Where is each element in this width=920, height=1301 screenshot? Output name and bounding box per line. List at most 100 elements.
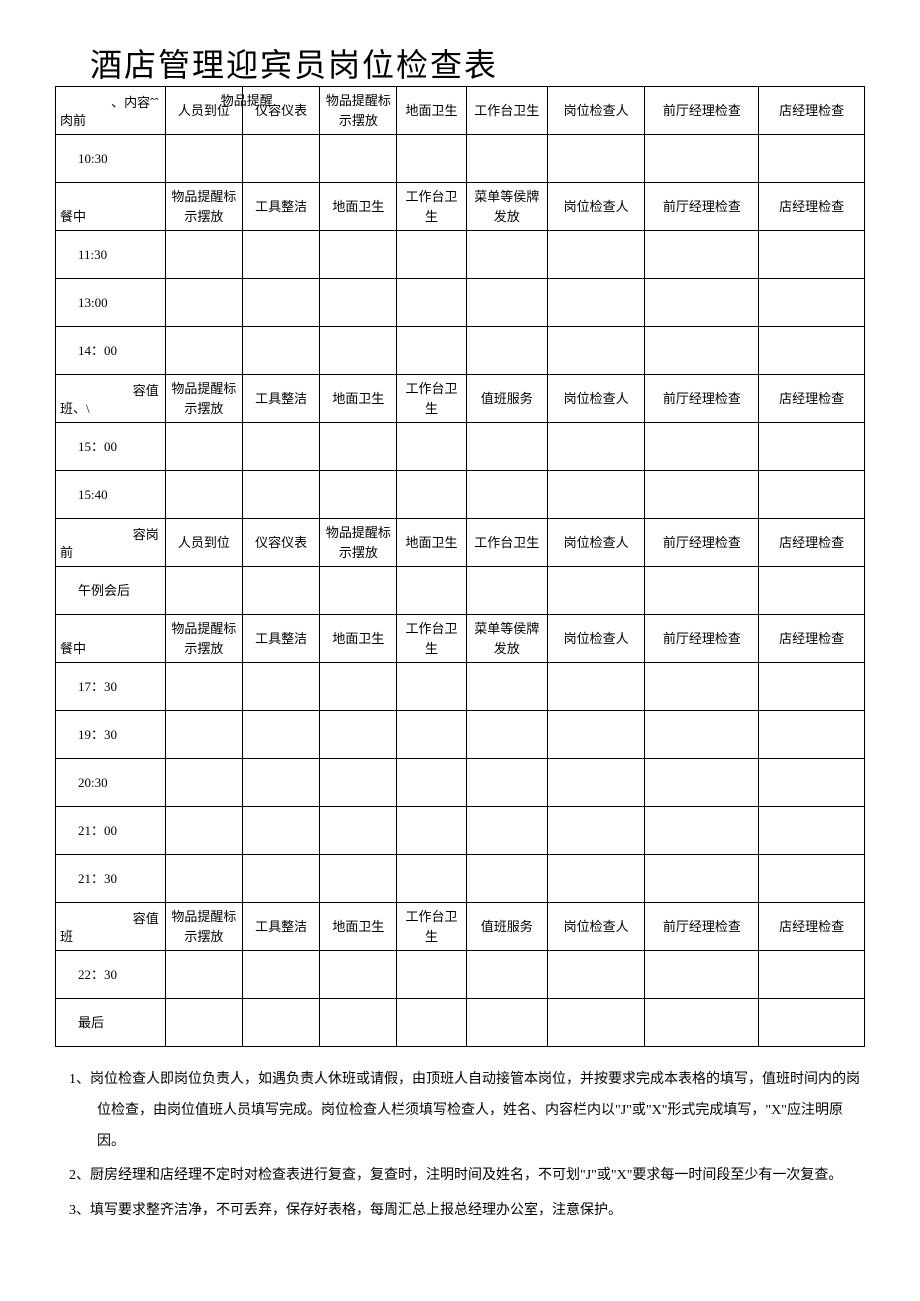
empty-cell [645, 135, 759, 183]
section-cell: 餐中 [56, 183, 166, 231]
section-cell: 岗位检查人 [547, 375, 645, 423]
empty-cell [242, 855, 319, 903]
section-cell: 店经理检查 [759, 87, 865, 135]
empty-cell [466, 471, 547, 519]
empty-cell [320, 327, 397, 375]
time-label: 19：30 [56, 711, 166, 759]
empty-cell [397, 855, 466, 903]
time-label: 11:30 [56, 231, 166, 279]
section-cell: 岗位检查人 [547, 183, 645, 231]
time-label: 17：30 [56, 663, 166, 711]
empty-cell [397, 423, 466, 471]
empty-cell [645, 279, 759, 327]
section-top-label: 容岗 [133, 525, 159, 545]
empty-cell [466, 135, 547, 183]
empty-cell [645, 759, 759, 807]
empty-cell [645, 999, 759, 1047]
empty-cell [466, 663, 547, 711]
section-cell: 物品提醒标示摆放 [165, 903, 242, 951]
empty-cell [320, 135, 397, 183]
table-body: 、内容ˆˆ肉前物品提醒人员到位仪容仪表物品提醒标示摆放地面卫生工作台卫生岗位检查… [56, 87, 865, 1047]
empty-cell [466, 951, 547, 999]
empty-cell [645, 231, 759, 279]
empty-cell [320, 663, 397, 711]
section-cell: 岗位检查人 [547, 615, 645, 663]
empty-cell [165, 567, 242, 615]
empty-cell [466, 231, 547, 279]
table-row: 15:40 [56, 471, 865, 519]
section-cell: 地面卫生 [320, 183, 397, 231]
empty-cell [165, 759, 242, 807]
time-label: 最后 [56, 999, 166, 1047]
empty-cell [242, 951, 319, 999]
empty-cell [645, 951, 759, 999]
empty-cell [320, 711, 397, 759]
empty-cell [165, 999, 242, 1047]
section-cell: 岗位检查人 [547, 903, 645, 951]
table-row: 、内容ˆˆ肉前物品提醒人员到位仪容仪表物品提醒标示摆放地面卫生工作台卫生岗位检查… [56, 87, 865, 135]
section-cell: 岗位检查人 [547, 519, 645, 567]
empty-cell [242, 807, 319, 855]
time-label: 21：00 [56, 807, 166, 855]
note-item: 3、填写要求整齐洁净，不可丢弃，保存好表格，每周汇总上报总经理办公室，注意保护。 [55, 1196, 865, 1227]
empty-cell [466, 711, 547, 759]
table-row: 15：00 [56, 423, 865, 471]
section-bottom-label: 餐中 [60, 639, 86, 659]
empty-cell [466, 327, 547, 375]
section-cell: 物品提醒标示摆放 [165, 615, 242, 663]
time-label: 20:30 [56, 759, 166, 807]
empty-cell [547, 711, 645, 759]
section-cell: 地面卫生 [397, 519, 466, 567]
section-cell: 工作台卫生 [466, 519, 547, 567]
empty-cell [165, 423, 242, 471]
empty-cell [397, 663, 466, 711]
section-top-label: 容值 [133, 381, 159, 401]
time-label: 13:00 [56, 279, 166, 327]
empty-cell [645, 327, 759, 375]
time-label: 午例会后 [56, 567, 166, 615]
empty-cell [645, 471, 759, 519]
empty-cell [320, 759, 397, 807]
empty-cell [165, 279, 242, 327]
empty-cell [397, 807, 466, 855]
table-row: 20:30 [56, 759, 865, 807]
section-cell: 容值班 [56, 903, 166, 951]
table-row: 午例会后 [56, 567, 865, 615]
empty-cell [547, 471, 645, 519]
empty-cell [320, 471, 397, 519]
empty-cell [759, 327, 865, 375]
section-cell: 前厅经理检查 [645, 519, 759, 567]
section-cell: 容值班、\ [56, 375, 166, 423]
section-cell: 前厅经理检查 [645, 615, 759, 663]
empty-cell [759, 663, 865, 711]
section-cell: 地面卫生 [320, 903, 397, 951]
section-cell: 物品提醒标示摆放 [320, 519, 397, 567]
section-cell: 菜单等侯牌发放 [466, 615, 547, 663]
section-bottom-label: 肉前 [60, 111, 86, 131]
section-cell: 工作台卫生 [466, 87, 547, 135]
note-item: 1、岗位检查人即岗位负责人，如遇负责人休班或请假，由顶班人自动接管本岗位，并按要… [55, 1065, 865, 1157]
section-cell: 岗位检查人 [547, 87, 645, 135]
table-row: 餐中物品提醒标示摆放工具整洁地面卫生工作台卫生菜单等侯牌发放岗位检查人前厅经理检… [56, 615, 865, 663]
empty-cell [320, 807, 397, 855]
table-row: 17：30 [56, 663, 865, 711]
empty-cell [242, 759, 319, 807]
section-cell: 工作台卫生 [397, 183, 466, 231]
section-cell: 前厅经理检查 [645, 903, 759, 951]
empty-cell [320, 279, 397, 327]
section-cell: 店经理检查 [759, 183, 865, 231]
time-label: 15：00 [56, 423, 166, 471]
table-row: 容值班物品提醒标示摆放工具整洁地面卫生工作台卫生值班服务岗位检查人前厅经理检查店… [56, 903, 865, 951]
time-label: 15:40 [56, 471, 166, 519]
empty-cell [320, 423, 397, 471]
table-row: 13:00 [56, 279, 865, 327]
empty-cell [547, 951, 645, 999]
time-label: 22：30 [56, 951, 166, 999]
empty-cell [397, 231, 466, 279]
empty-cell [466, 855, 547, 903]
empty-cell [242, 279, 319, 327]
empty-cell [645, 855, 759, 903]
section-cell: 仪容仪表 [242, 519, 319, 567]
empty-cell [165, 327, 242, 375]
section-cell: 前厅经理检查 [645, 375, 759, 423]
